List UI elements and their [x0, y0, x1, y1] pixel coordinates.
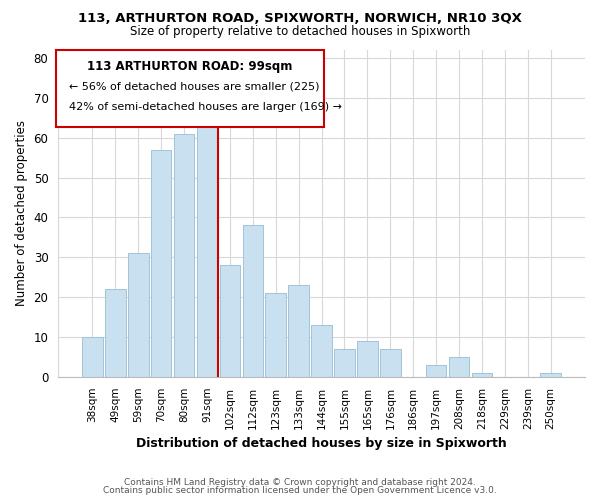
Bar [472, 373, 493, 377]
Bar [242, 226, 263, 377]
Bar [174, 134, 194, 377]
Bar [128, 254, 149, 377]
Bar [289, 285, 309, 377]
Text: Size of property relative to detached houses in Spixworth: Size of property relative to detached ho… [130, 25, 470, 38]
Bar [151, 150, 172, 377]
Bar [449, 357, 469, 377]
Bar [82, 337, 103, 377]
Text: 113, ARTHURTON ROAD, SPIXWORTH, NORWICH, NR10 3QX: 113, ARTHURTON ROAD, SPIXWORTH, NORWICH,… [78, 12, 522, 26]
Text: 42% of semi-detached houses are larger (169) →: 42% of semi-detached houses are larger (… [68, 102, 341, 113]
Bar [357, 341, 378, 377]
Text: Contains public sector information licensed under the Open Government Licence v3: Contains public sector information licen… [103, 486, 497, 495]
Text: Contains HM Land Registry data © Crown copyright and database right 2024.: Contains HM Land Registry data © Crown c… [124, 478, 476, 487]
Text: ← 56% of detached houses are smaller (225): ← 56% of detached houses are smaller (22… [68, 81, 319, 91]
X-axis label: Distribution of detached houses by size in Spixworth: Distribution of detached houses by size … [136, 437, 507, 450]
Bar [334, 349, 355, 377]
Bar [311, 325, 332, 377]
Bar [197, 118, 217, 377]
Bar [380, 349, 401, 377]
Bar [265, 293, 286, 377]
Bar [541, 373, 561, 377]
Bar [426, 365, 446, 377]
Y-axis label: Number of detached properties: Number of detached properties [15, 120, 28, 306]
FancyBboxPatch shape [56, 50, 324, 127]
Bar [220, 265, 240, 377]
Text: 113 ARTHURTON ROAD: 99sqm: 113 ARTHURTON ROAD: 99sqm [87, 60, 293, 73]
Bar [105, 289, 125, 377]
